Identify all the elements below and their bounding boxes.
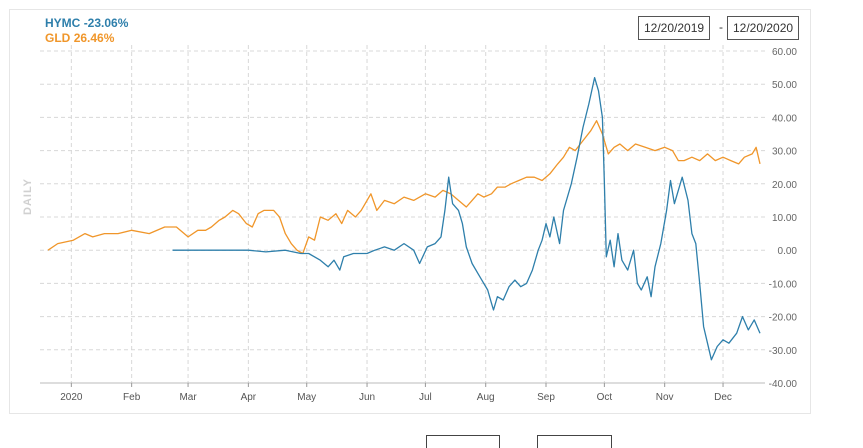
legend-ticker-hymc: HYMC xyxy=(45,16,81,30)
y-tick-label: 30.00 xyxy=(772,147,797,158)
y-tick-label: 40.00 xyxy=(772,113,797,124)
y-tick-label: -30.00 xyxy=(769,346,798,357)
x-tick-label: May xyxy=(297,392,316,403)
x-tick-label: Nov xyxy=(656,392,674,403)
y-tick-label: -40.00 xyxy=(769,379,798,390)
series-line-hymc xyxy=(172,76,761,361)
y-tick-label: -20.00 xyxy=(769,313,798,324)
x-tick-label: Mar xyxy=(179,392,197,403)
series-line-gld xyxy=(47,120,761,255)
y-tick-label: 20.00 xyxy=(772,180,797,191)
end-date-input[interactable]: 12/20/2020 xyxy=(727,16,800,40)
y-tick-label: 50.00 xyxy=(772,80,797,91)
chart-panel xyxy=(9,9,811,414)
y-tick-label: -10.00 xyxy=(769,279,798,290)
x-tick-label: Feb xyxy=(123,392,141,403)
legend-item-gld: GLD 26.46% xyxy=(45,31,128,46)
legend-item-hymc: HYMC -23.06% xyxy=(45,16,128,31)
legend-change-hymc: -23.06% xyxy=(83,16,129,30)
legend-ticker-gld: GLD xyxy=(45,31,71,45)
x-tick-label: Apr xyxy=(241,392,257,403)
y-tick-label: 60.00 xyxy=(772,47,797,58)
x-tick-label: Jul xyxy=(419,392,432,403)
x-tick-label: 2020 xyxy=(60,392,83,403)
bottom-control-right[interactable] xyxy=(537,435,612,448)
x-tick-label: Dec xyxy=(714,392,732,403)
date-range-separator: - xyxy=(719,20,723,34)
start-date-input[interactable]: 12/20/2019 xyxy=(638,16,711,40)
y-tick-label: 10.00 xyxy=(772,213,797,224)
bottom-control-left[interactable] xyxy=(426,435,500,448)
x-tick-label: Aug xyxy=(477,392,495,403)
y-tick-label: 0.00 xyxy=(778,246,798,257)
x-tick-label: Jun xyxy=(359,392,375,403)
x-tick-label: Oct xyxy=(597,392,613,403)
x-tick-label: Sep xyxy=(537,392,555,403)
legend-change-gld: 26.46% xyxy=(73,31,115,45)
line-chart: 60.00 50.00 40.00 30.00 20.00 10.00 0.00 -10.00… xyxy=(40,45,798,403)
chart-legend: HYMC -23.06% GLD 26.46% xyxy=(45,16,128,46)
